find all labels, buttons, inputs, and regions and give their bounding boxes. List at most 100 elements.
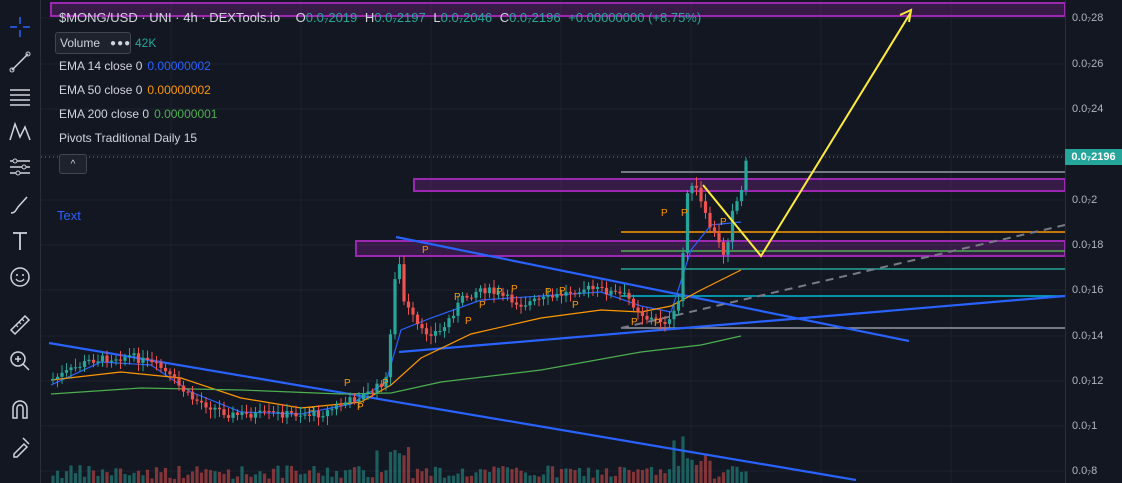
candle-body: [208, 407, 213, 410]
drawing-text-label[interactable]: Text: [57, 208, 81, 223]
candle-body: [622, 292, 627, 294]
volume-bar: [244, 474, 249, 483]
candle-body: [150, 359, 154, 363]
volume-bar: [492, 466, 496, 483]
candle-body: [744, 160, 748, 191]
candle-body: [690, 185, 694, 194]
candle-body: [186, 391, 190, 393]
volume-bar: [582, 476, 586, 483]
pivot-marker: P: [511, 284, 518, 295]
volume-bar: [217, 471, 222, 483]
candle-body: [636, 307, 640, 312]
volume-bar: [213, 471, 217, 483]
collapse-legend-button[interactable]: ^: [59, 154, 87, 174]
emoji-icon[interactable]: [4, 262, 36, 292]
candle-body: [739, 190, 744, 202]
volume-bar: [519, 470, 523, 483]
candle-body: [478, 288, 483, 292]
volume-bar: [591, 477, 595, 483]
price-axis[interactable]: 0.0₇28 0.0₇26 0.0₇24 0.0₇2 0.0₇18 0.0₇16…: [1065, 0, 1122, 483]
indicator-ema14[interactable]: EMA 14 close 0 0.00000002: [59, 56, 211, 76]
candle-body: [330, 409, 334, 411]
candle-body: [406, 301, 411, 308]
indicator-pivots[interactable]: Pivots Traditional Daily 15: [59, 128, 197, 148]
volume-bar: [105, 472, 109, 483]
volume-bar: [546, 465, 550, 483]
candle-body: [249, 413, 253, 418]
volume-bar: [555, 477, 559, 483]
indicator-ema200[interactable]: EMA 200 close 0 0.00000001: [59, 104, 217, 124]
axis-tick: 0.0₇2: [1072, 194, 1098, 206]
pattern-icon[interactable]: [4, 117, 36, 147]
trend-line-icon[interactable]: [4, 47, 36, 77]
volume-bar: [424, 468, 429, 483]
candle-body: [699, 187, 703, 202]
volume-bar: [564, 468, 568, 483]
candle-body: [73, 367, 78, 369]
candle-body: [280, 411, 285, 418]
candle-body: [541, 296, 546, 300]
indicator-label: Pivots Traditional Daily 15: [59, 131, 198, 145]
candle-body: [685, 193, 690, 253]
candle-body: [447, 318, 451, 328]
candle-body: [564, 291, 568, 296]
candle-body: [285, 411, 289, 418]
candle-body: [411, 307, 415, 315]
lock-draw-icon[interactable]: [4, 432, 36, 462]
candle-body: [631, 298, 636, 308]
candle-body: [442, 327, 447, 332]
high-value: 0.0₇2197: [374, 10, 426, 25]
volume-bar: [361, 470, 366, 483]
volume-bar: [397, 453, 402, 483]
volume-bar: [208, 470, 213, 483]
candle-body: [375, 383, 379, 393]
volume-bar: [631, 471, 636, 483]
volume-bar: [96, 475, 100, 483]
more-icon[interactable]: ●●●: [110, 37, 132, 49]
magnet-icon[interactable]: [4, 395, 36, 425]
fib-icon[interactable]: [4, 82, 36, 112]
text-icon[interactable]: [4, 226, 36, 256]
volume-bar: [195, 466, 199, 483]
candle-body: [109, 360, 114, 363]
pivot-marker: P: [661, 208, 668, 219]
candle-body: [55, 376, 60, 379]
candle-body: [496, 292, 501, 294]
volume-bar: [528, 475, 532, 483]
candles: [51, 157, 748, 426]
candle-body: [240, 412, 244, 415]
indicator-ema50[interactable]: EMA 50 close 0 0.00000002: [59, 80, 211, 100]
candle-body: [298, 415, 303, 417]
indicator-label: EMA 50 close 0: [59, 83, 143, 97]
candle-body: [262, 410, 267, 412]
volume-bar: [735, 466, 739, 483]
ruler-icon[interactable]: [4, 310, 36, 340]
volume-indicator[interactable]: Volume ●●●: [55, 32, 131, 54]
candle-body: [415, 314, 420, 325]
crosshair-icon[interactable]: [4, 12, 36, 42]
brush-icon[interactable]: [4, 190, 36, 220]
volume-bar: [276, 465, 280, 483]
candle-body: [721, 242, 726, 255]
symbol-title[interactable]: $MONG/USD · UNI · 4h · DEXTools.io: [59, 10, 281, 25]
candle-body: [60, 372, 64, 377]
candle-body: [420, 324, 424, 329]
volume-bar: [145, 469, 150, 483]
candle-body: [474, 291, 478, 298]
volume-bar: [87, 466, 91, 483]
volume-bar: [384, 470, 388, 483]
volume-bar: [127, 475, 132, 483]
candle-body: [100, 355, 105, 362]
axis-tick: 0.0₇18: [1072, 239, 1104, 251]
zoom-icon[interactable]: [4, 346, 36, 376]
candle-body: [222, 409, 226, 416]
candle-body: [177, 378, 181, 386]
volume-bar: [375, 450, 379, 483]
volume-bar: [100, 469, 105, 483]
candle-body: [96, 361, 100, 363]
projection-icon[interactable]: [4, 152, 36, 182]
candle-body: [132, 353, 136, 356]
open-label: O: [295, 10, 306, 25]
volume-label: Volume: [60, 36, 101, 50]
